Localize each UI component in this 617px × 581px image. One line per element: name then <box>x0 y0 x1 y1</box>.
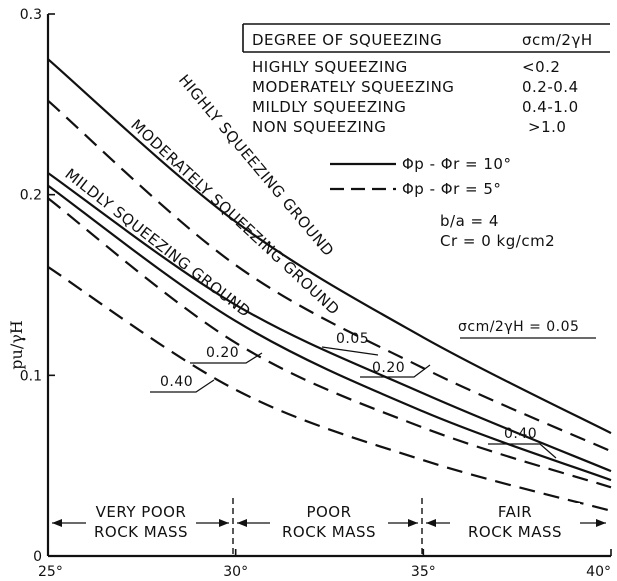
table-row-3-ratio: >1.0 <box>528 118 566 136</box>
table-header-degree: DEGREE OF SQUEEZING <box>252 31 442 49</box>
x-tick-label: 35° <box>411 564 436 580</box>
leader-005-mid <box>321 346 379 356</box>
legend-solid-label: Φp - Φr = 10° <box>402 155 511 173</box>
y-tick-group: 0 0.1 0.2 0.3 <box>20 7 55 565</box>
arrowhead-fair-left <box>426 519 436 527</box>
table-row-2-ratio: 0.4-1.0 <box>522 98 579 116</box>
dashed-curve-3 <box>47 197 612 489</box>
value-label-005-mid: 0.05 <box>336 331 369 347</box>
zone-label-bg-fair <box>450 503 580 543</box>
y-axis-title: pu/γH <box>7 320 26 370</box>
value-label-005-right: σcm/2γH = 0.05 <box>458 319 579 335</box>
zone-label-bg-poor <box>270 503 388 543</box>
value-label-040-right: 0.40 <box>504 426 537 442</box>
y-tick-label: 0.3 <box>20 7 42 23</box>
table-row-0-degree: HIGHLY SQUEEZING <box>252 58 408 76</box>
leader-020-left <box>190 352 263 364</box>
param-cr: Cr = 0 kg/cm2 <box>440 232 555 250</box>
arrowhead-very-poor-left <box>52 519 62 527</box>
arrowhead-very-poor-right <box>219 519 229 527</box>
y-tick-label: 0 <box>33 549 42 565</box>
value-label-040-left: 0.40 <box>160 374 193 390</box>
solid-curve-0 <box>47 58 612 435</box>
table-row-2-degree: MILDLY SQUEEZING <box>252 98 406 116</box>
table-header-ratio: σcm/2γH <box>522 31 593 49</box>
zone-poor-line1: POOR <box>306 503 351 521</box>
x-tick-label: 30° <box>223 564 248 580</box>
solid-curve-2 <box>47 172 612 473</box>
table-row-0-ratio: <0.2 <box>522 58 560 76</box>
legend: Φp - Φr = 10° Φp - Φr = 5° b/a = 4 Cr = … <box>330 155 555 250</box>
leader-040-right <box>488 443 557 459</box>
param-ba: b/a = 4 <box>440 212 499 230</box>
legend-dashed-label: Φp - Φr = 5° <box>402 180 501 198</box>
rock-mass-zones: VERY POOR ROCK MASS POOR ROCK MASS FAIR … <box>52 498 606 556</box>
arrowhead-poor-right <box>408 519 418 527</box>
value-label-020-left: 0.20 <box>206 345 239 361</box>
x-tick-label: 25° <box>38 564 63 580</box>
solid-curve-4 <box>47 184 612 482</box>
table-row-1-degree: MODERATELY SQUEEZING <box>252 78 454 96</box>
zone-fair-line2: ROCK MASS <box>468 523 562 541</box>
value-annotations: 0.05 0.20 0.40 0.20 0.40 σcm/2γH = 0.05 <box>150 319 596 459</box>
leader-020-right <box>360 364 431 378</box>
zone-very-poor-line1: VERY POOR <box>96 503 187 521</box>
arrowhead-fair-right <box>596 519 606 527</box>
zone-label-bg-very-poor <box>86 503 196 543</box>
leader-040-left <box>150 379 215 393</box>
table-row-1-ratio: 0.2-0.4 <box>522 78 579 96</box>
zone-very-poor-line2: ROCK MASS <box>94 523 188 541</box>
dashed-curve-5 <box>47 265 612 512</box>
zone-fair-line1: FAIR <box>498 503 532 521</box>
table-row-3-degree: NON SQUEEZING <box>252 118 386 136</box>
arrowhead-poor-left <box>237 519 247 527</box>
squeezing-table: DEGREE OF SQUEEZING σcm/2γH HIGHLY SQUEE… <box>242 23 610 136</box>
dashed-curve-1 <box>47 99 612 453</box>
series-group <box>47 58 612 512</box>
value-label-020-right: 0.20 <box>372 360 405 376</box>
x-tick-label: 40° <box>586 564 611 580</box>
y-tick-label: 0.1 <box>20 368 42 384</box>
zone-poor-line2: ROCK MASS <box>282 523 376 541</box>
y-tick-label: 0.2 <box>20 188 42 204</box>
x-tick-group: 25° 30° 35° 40° <box>38 549 612 580</box>
